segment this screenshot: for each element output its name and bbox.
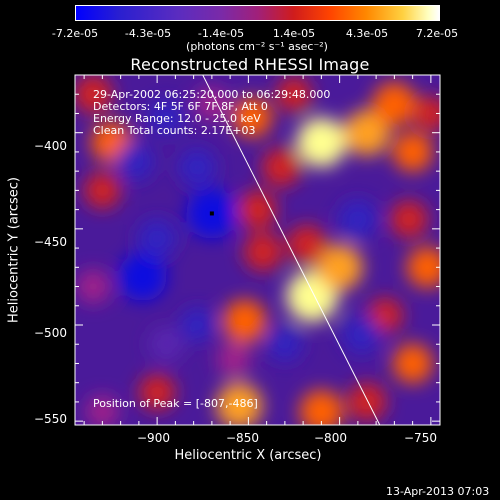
chart-title: Reconstructed RHESSI Image xyxy=(130,55,370,74)
x-tick-label: −800 xyxy=(314,431,347,445)
time-range-text: 29-Apr-2002 06:25:20.000 to 06:29:48.000 xyxy=(93,88,331,101)
heatmap-blob xyxy=(372,82,417,126)
heatmap-blob xyxy=(316,244,363,291)
heatmap-blob xyxy=(267,326,303,362)
heatmap-blob xyxy=(276,76,312,112)
heatmap-blob xyxy=(243,232,283,272)
heatmap-blob xyxy=(406,246,440,288)
heatmap-blob xyxy=(216,382,263,425)
heatmap-blob xyxy=(177,147,217,187)
heatmap-blob xyxy=(194,86,229,121)
colorbar-unit: (photons cm⁻² s⁻¹ asec⁻²) xyxy=(186,40,328,53)
heatmap-blob xyxy=(392,343,433,384)
heatmap-blob xyxy=(261,147,301,187)
heatmap-blob xyxy=(75,75,113,114)
x-tick-label: −900 xyxy=(137,431,170,445)
colorbar-tick: -7.2e-05 xyxy=(51,27,99,40)
y-tick-label: −550 xyxy=(34,412,67,426)
clean-counts-text: Clean Total counts: 2.17E+03 xyxy=(93,124,256,137)
colorbar-tick: 4.3e-05 xyxy=(345,27,389,40)
heatmap-blob xyxy=(344,109,390,156)
heatmap-blob xyxy=(216,342,251,377)
y-tick-label: −500 xyxy=(34,326,67,340)
colorbar-tick: 1.4e-05 xyxy=(272,27,316,40)
x-axis-label: Heliocentric X (arcsec) xyxy=(174,448,322,463)
heatmap-blob xyxy=(179,307,215,343)
heatmap-blob xyxy=(413,95,440,132)
heatmap-blob xyxy=(76,269,111,304)
heatmap-blob xyxy=(138,374,176,411)
footer-timestamp: 13-Apr-2013 07:03 xyxy=(386,485,490,498)
peak-position-text: Position of Peak = [-807,-486] xyxy=(93,397,258,410)
heatmap-blob xyxy=(347,382,387,422)
heatmap-blob xyxy=(238,190,277,230)
detectors-text: Detectors: 4F 5F 6F 7F 8F, Att 0 xyxy=(93,100,268,113)
x-tick-label: −750 xyxy=(404,431,437,445)
colorbar-tick: -4.3e-05 xyxy=(124,27,172,40)
y-axis-label: Heliocentric Y (arcsec) xyxy=(6,177,22,323)
colorbar-tick: -1.4e-05 xyxy=(197,27,245,40)
heatmap-blob xyxy=(222,299,267,343)
heatmap-blob xyxy=(232,97,273,138)
colorbar-tick: 7.2e-05 xyxy=(415,27,459,40)
heatmap-blob xyxy=(390,200,428,239)
peak-marker xyxy=(209,211,214,216)
plot-frame xyxy=(74,74,441,426)
limb-line xyxy=(202,75,381,425)
y-tick-label: −400 xyxy=(34,139,67,153)
heatmap-blob xyxy=(149,327,184,362)
colorbar xyxy=(75,5,440,21)
heatmap-blob xyxy=(299,389,344,425)
energy-range-text: Energy Range: 12.0 - 25.0 keV xyxy=(93,112,261,125)
heatmap-blob xyxy=(118,252,167,302)
x-tick-label: −850 xyxy=(226,431,259,445)
heatmap-blob xyxy=(337,199,378,240)
heatmap-blob xyxy=(115,142,155,181)
heatmap-blob xyxy=(342,315,381,355)
heatmap-blob xyxy=(296,117,347,168)
heatmap-blob xyxy=(84,172,121,209)
y-tick-label: −450 xyxy=(34,235,67,249)
heatmap-blob xyxy=(137,218,178,259)
heatmap-blob xyxy=(85,395,119,425)
heatmap-blob xyxy=(148,99,185,136)
heatmap-blob xyxy=(287,224,327,264)
heatmap-blob xyxy=(392,131,433,172)
